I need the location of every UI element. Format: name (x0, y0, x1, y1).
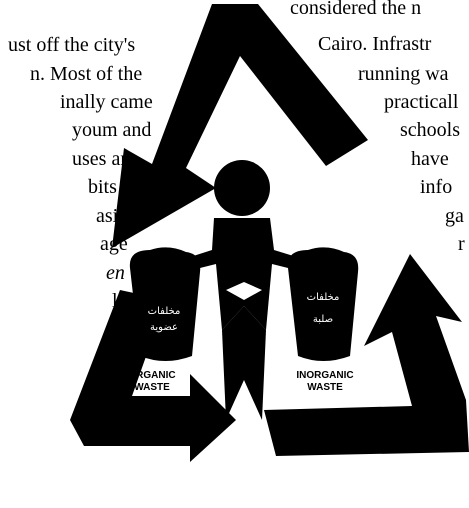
bin-label: WASTE (307, 382, 343, 393)
text-line: n. Most of the (30, 63, 142, 85)
text-line: running wa (358, 63, 449, 85)
bin (288, 247, 358, 361)
text-line: age (100, 233, 128, 255)
head (214, 160, 270, 216)
text-line: l (112, 290, 118, 312)
page: مخلفات عضوية مخلفات صلبة ORGANIC WASTE I… (0, 0, 469, 508)
text-line: practicall (384, 91, 459, 113)
bin-label: INORGANIC (296, 370, 353, 381)
text-line: ust off the city's (8, 34, 135, 56)
text-line: schools (400, 119, 460, 141)
arabic-label: عضوية (150, 322, 178, 333)
arabic-label: مخلفات (148, 306, 181, 317)
bin (130, 247, 200, 361)
text-line: ga (445, 205, 464, 227)
text-line: considered the n (290, 0, 421, 19)
bin-right (288, 247, 358, 361)
text-line: inally came (60, 91, 153, 113)
text-line: info (420, 176, 452, 198)
arabic-label: صلبة (313, 314, 333, 325)
legs (222, 306, 266, 420)
text-line: r (458, 233, 465, 255)
text-line: Cairo. Infrastr (318, 33, 432, 55)
text-line: uses are (72, 148, 136, 170)
bin-left (130, 247, 200, 361)
bin-label: ORGANIC (128, 370, 175, 381)
bin-label: WASTE (134, 382, 170, 393)
text-line: aside (96, 205, 137, 227)
text-line: youm and (72, 119, 151, 141)
arabic-label: مخلفات (307, 292, 340, 303)
text-line: en (106, 262, 125, 284)
text-line: bits of (88, 176, 139, 198)
text-line: have (411, 148, 449, 170)
